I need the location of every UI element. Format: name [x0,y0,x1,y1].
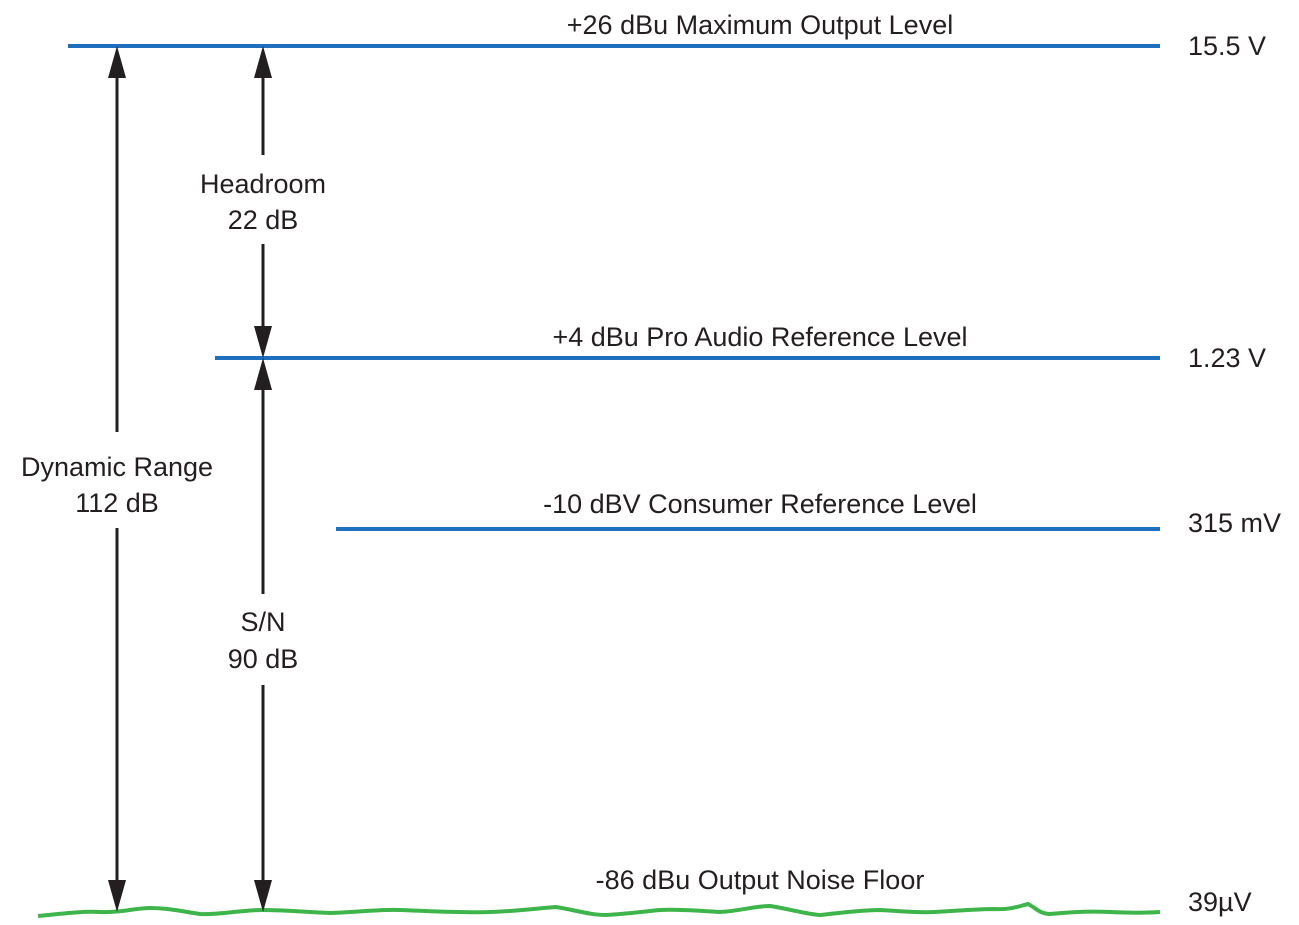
max-output-level-label: +26 dBu Maximum Output Level [567,10,953,40]
noise-floor-line [37,901,1161,918]
sn-arrow [254,358,272,912]
consumer-reference-level-label: -10 dBV Consumer Reference Level [543,489,977,519]
headroom-name: Headroom [200,169,326,199]
sn-arrowhead-down [254,880,272,912]
dynamic-range-arrow [108,46,126,912]
sn-arrowhead-up [254,358,272,390]
dynamic-range-arrowhead-up [108,46,126,78]
dynamic-range-arrowhead-down [108,880,126,912]
noise-floor-voltage: 39µV [1188,887,1252,917]
noise-floor-label: -86 dBu Output Noise Floor [596,865,925,895]
dynamic-range-name: Dynamic Range [21,452,213,482]
pro-reference-level-label: +4 dBu Pro Audio Reference Level [552,322,967,352]
headroom-arrowhead-down [254,326,272,358]
pro-reference-voltage: 1.23 V [1188,343,1266,373]
headroom-value: 22 dB [228,205,299,235]
headroom-arrow [254,46,272,358]
dynamic-range-value: 112 dB [75,488,159,518]
consumer-reference-voltage: 315 mV [1188,508,1281,538]
sn-value: 90 dB [228,644,299,674]
headroom-arrowhead-up [254,46,272,78]
sn-name: S/N [240,607,285,637]
max-output-voltage: 15.5 V [1188,31,1266,61]
